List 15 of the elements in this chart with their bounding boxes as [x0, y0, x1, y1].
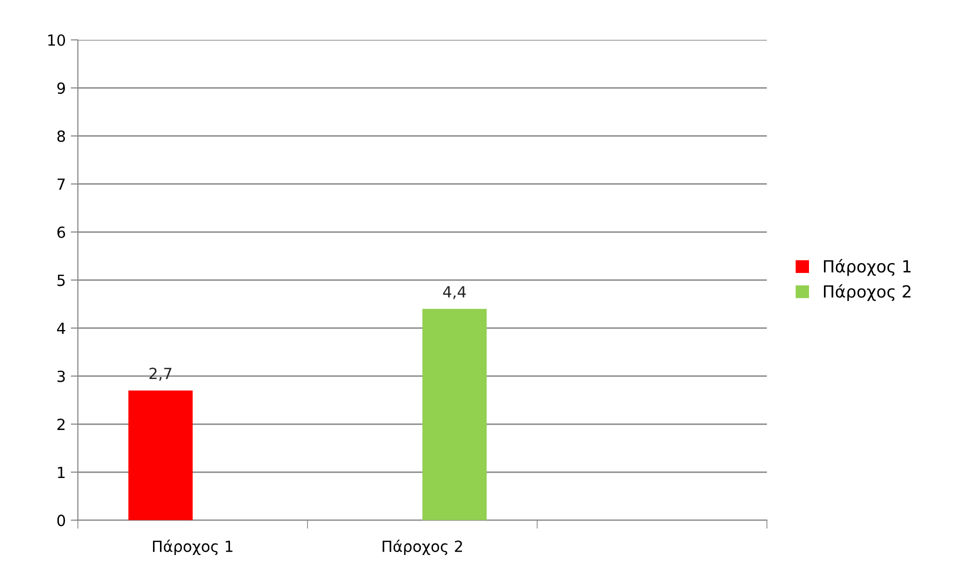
y-tick-label: 3	[57, 370, 65, 382]
y-tick-label: 8	[57, 130, 65, 142]
data-label: 2,7	[149, 368, 172, 381]
y-tick-label: 9	[57, 82, 65, 94]
y-tick-label: 4	[57, 322, 66, 334]
y-tick-label: 5	[57, 274, 65, 286]
legend-label: Πάροχος 2	[824, 284, 910, 302]
y-tick-label: 2	[57, 418, 65, 430]
y-tick-label: 6	[57, 226, 66, 238]
y-tick-label: 1	[58, 466, 65, 478]
y-tick-label: 7	[58, 178, 65, 190]
y-tick-label: 0	[57, 514, 66, 526]
legend-label: Πάροχος 1	[824, 259, 911, 276]
data-label: 4,4	[443, 286, 466, 300]
y-tick-label: 10	[48, 34, 66, 46]
